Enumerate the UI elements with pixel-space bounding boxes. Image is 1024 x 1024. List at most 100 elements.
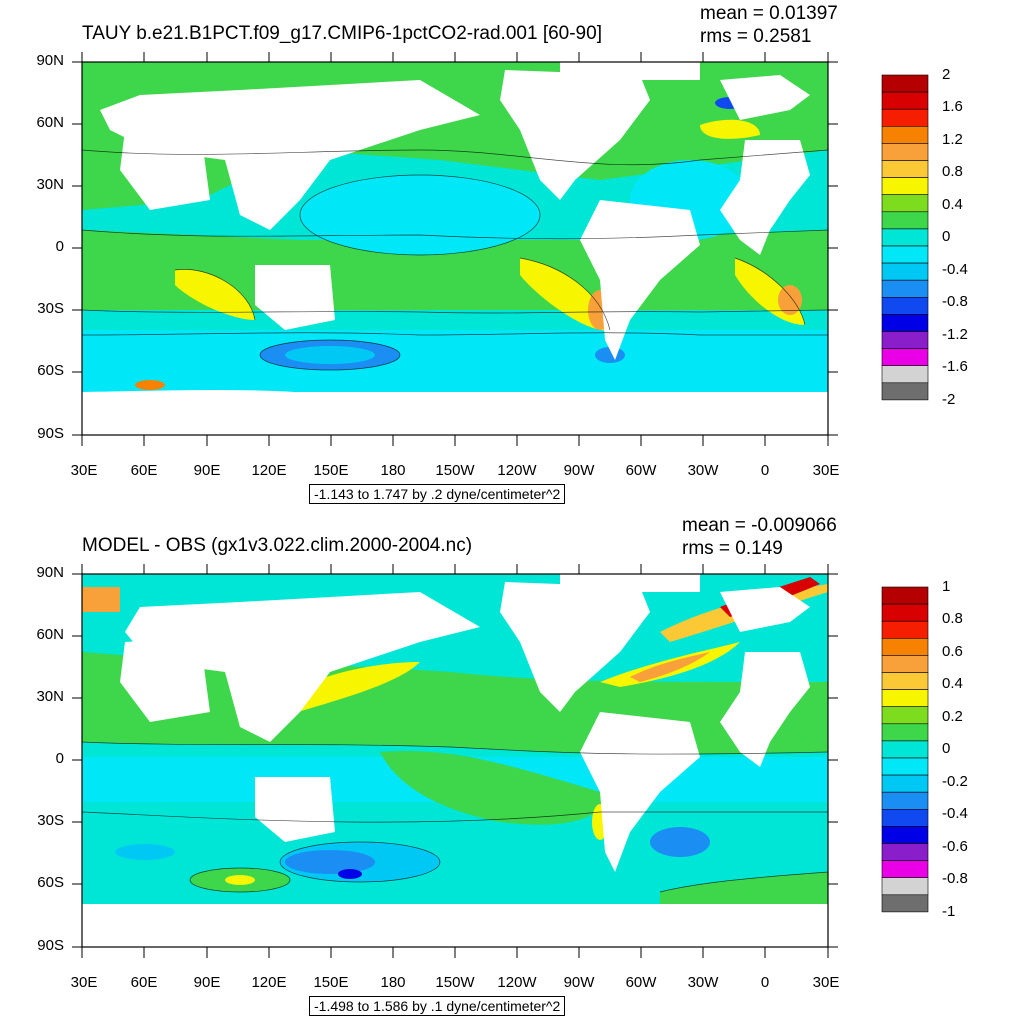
lat-label: 30N [36, 688, 64, 705]
colorbar-swatch [881, 655, 929, 673]
lon-label: 0 [760, 974, 770, 991]
lat-label: 90N [36, 52, 64, 69]
lon-label: 30W [687, 462, 719, 479]
lat-label: 90S [37, 937, 64, 954]
colorbar-label: -0.4 [942, 260, 968, 278]
colorbar-swatch [881, 586, 929, 605]
map-field [82, 62, 828, 435]
plot-title: TAUY b.e21.B1PCT.f09_g17.CMIP6-1pctCO2-r… [82, 23, 602, 44]
colorbar-swatch [881, 126, 929, 144]
colorbar-swatch [881, 877, 929, 896]
colorbar-swatch [881, 740, 929, 759]
colorbar-swatch [881, 826, 929, 844]
lon-label: 60E [130, 974, 158, 991]
colorbar-swatch [881, 194, 929, 213]
lat-label: 60N [36, 114, 64, 131]
lat-label: 0 [55, 750, 64, 767]
lon-label: 90E [193, 974, 221, 991]
colorbar-swatch [881, 160, 929, 178]
colorbar-swatch [881, 74, 929, 93]
colorbar-label: -0.4 [942, 805, 968, 823]
colorbar-label: 0.2 [942, 707, 963, 725]
colorbar-swatch [881, 791, 929, 810]
lat-label: 60S [37, 874, 64, 891]
colorbar-label: -0.2 [942, 772, 968, 790]
colorbar-swatch [881, 672, 929, 690]
contour-info: -1.143 to 1.747 by .2 dyne/centimeter^2 [309, 484, 566, 504]
colorbar-swatch [881, 620, 929, 639]
colorbar-swatch [881, 296, 929, 315]
colorbar-swatch [881, 723, 929, 742]
lon-label: 120W [497, 462, 537, 479]
colorbar-swatch [881, 331, 929, 349]
colorbar-label: 0.4 [942, 675, 963, 693]
colorbar-label: 1.6 [942, 98, 963, 116]
colorbar-label: -0.8 [942, 870, 968, 888]
lon-label: 90W [563, 974, 595, 991]
lat-label: 60S [37, 362, 64, 379]
lat-label: 30N [36, 176, 64, 193]
mean-value: mean = -0.009066 [682, 515, 837, 536]
colorbar-swatch [881, 314, 929, 332]
colorbar-label: -2 [942, 390, 956, 408]
lon-label: 120E [251, 462, 287, 479]
lon-label: 90E [193, 462, 221, 479]
colorbar-swatch [881, 843, 929, 861]
lon-label: 180 [380, 974, 406, 991]
lon-label: 60E [130, 462, 158, 479]
lon-label: 30W [687, 974, 719, 991]
lon-label: 180 [380, 462, 406, 479]
colorbar-swatch [881, 638, 929, 656]
lon-label: 60W [625, 462, 657, 479]
plot-title: MODEL - OBS (gx1v3.022.clim.2000-2004.nc… [82, 535, 473, 556]
colorbar-label: 0 [942, 228, 951, 246]
colorbar-label: 0.8 [942, 610, 963, 628]
colorbar-label: -1.2 [942, 325, 968, 343]
colorbar-swatch [881, 603, 929, 622]
colorbar-label: 1.2 [942, 130, 963, 148]
colorbar-swatch [881, 808, 929, 827]
colorbar-swatch [881, 894, 929, 913]
colorbar-label: -0.6 [942, 837, 968, 855]
colorbar-swatch [881, 706, 929, 725]
lat-label: 30S [37, 812, 64, 829]
colorbar-label: 2 [942, 66, 951, 83]
mean-value: mean = 0.01397 [700, 3, 838, 24]
lon-label: 30E [812, 462, 840, 479]
lon-label: 60W [625, 974, 657, 991]
colorbar-swatch [881, 211, 929, 230]
colorbar-swatch [881, 757, 929, 776]
colorbar-swatch [881, 279, 929, 298]
colorbar-label: 0.8 [942, 163, 963, 181]
colorbar-swatch [881, 860, 929, 879]
rms-value: rms = 0.149 [682, 538, 783, 559]
lon-label: 150W [435, 462, 475, 479]
lon-label: 150E [313, 974, 349, 991]
colorbar-swatch [881, 365, 929, 384]
lat-label: 90S [37, 425, 64, 442]
colorbar-label: 0 [942, 740, 951, 758]
colorbar-swatch [881, 143, 929, 161]
lon-label: 150W [435, 974, 475, 991]
colorbar-swatch [881, 91, 929, 110]
map-plot-svg [72, 52, 929, 446]
lon-label: 30E [70, 462, 98, 479]
colorbar [881, 74, 929, 401]
colorbar-swatch [881, 108, 929, 127]
colorbar-swatch [881, 177, 929, 196]
colorbar-swatch [881, 262, 929, 281]
colorbar-swatch [881, 245, 929, 264]
lon-label: 90W [563, 462, 595, 479]
colorbar-label: 0.4 [942, 195, 963, 213]
colorbar-label: -1.6 [942, 358, 968, 376]
colorbar-label: 1 [942, 578, 951, 595]
colorbar-label: -1 [942, 902, 956, 920]
colorbar-swatch [881, 689, 929, 708]
colorbar-swatch [881, 774, 929, 793]
lat-label: 60N [36, 626, 64, 643]
map-panel-model-obs: MODEL - OBS (gx1v3.022.clim.2000-2004.nc… [0, 512, 1024, 1024]
colorbar-label: 0.6 [942, 642, 963, 660]
lat-label: 30S [37, 300, 64, 317]
lon-label: 120W [497, 974, 537, 991]
contour-info: -1.498 to 1.586 by .1 dyne/centimeter^2 [309, 996, 566, 1016]
